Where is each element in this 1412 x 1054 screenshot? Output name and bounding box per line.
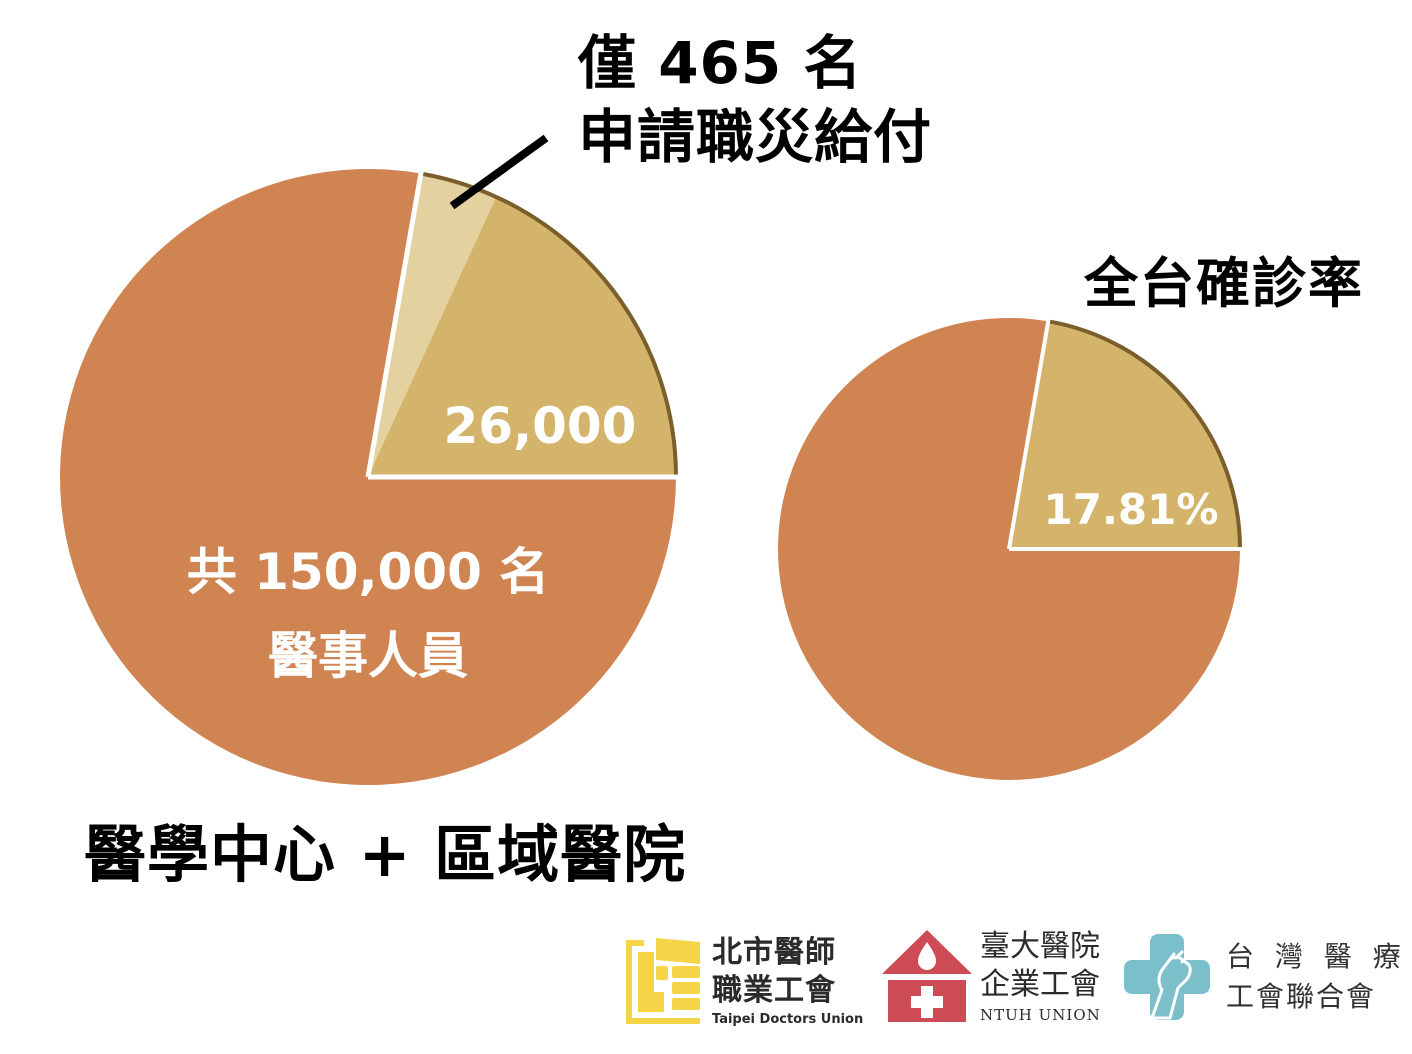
tdu-name-line2: 職業工會 xyxy=(712,973,836,1008)
callout-line2: 申請職災給付 xyxy=(578,103,933,171)
left-pie-sub-slice xyxy=(368,173,497,477)
right-pie-arc-outline xyxy=(1047,319,1242,550)
tmu-name-line2: 工會聯合會 xyxy=(1226,980,1377,1013)
callout-annotation: 僅 465 名 申請職災給付 xyxy=(578,26,932,174)
callout-line1: 僅 465 名 xyxy=(578,29,863,97)
left-total-label: 共 150,000 名 醫事人員 xyxy=(168,530,568,698)
right-pie xyxy=(777,317,1242,780)
left-chart-caption: 醫學中心 + 區域醫院 xyxy=(84,818,687,891)
ntuh-house-icon xyxy=(882,930,972,1022)
callout-leader-line xyxy=(449,134,549,210)
left-pie-arc-outline xyxy=(420,171,678,478)
ntuh-name-en: NTUH UNION xyxy=(980,1006,1101,1024)
tdu-name-line1: 北市醫師 xyxy=(712,935,836,970)
logo-taiwan-medical-union: 台 灣 醫 療 工會聯合會 xyxy=(1122,932,1407,1022)
right-pie-highlight-slice xyxy=(1009,321,1240,549)
tmu-name-line1: 台 灣 醫 療 xyxy=(1226,940,1407,973)
right-slice-label: 17.81% xyxy=(1043,485,1219,534)
left-slice-label: 26,000 xyxy=(443,397,637,455)
left-total-line2: 醫事人員 xyxy=(268,627,468,685)
left-pie xyxy=(60,169,678,786)
ntuh-name-line2: 企業工會 xyxy=(980,967,1100,1002)
tmu-cross-fist-icon xyxy=(1124,934,1210,1020)
left-total-line1: 共 150,000 名 xyxy=(186,543,550,601)
tdu-building-icon xyxy=(626,937,700,1024)
ntuh-name-line1: 臺大醫院 xyxy=(980,929,1100,964)
tdu-name-en: Taipei Doctors Union xyxy=(712,1012,864,1027)
logo-ntuh-union: 臺大醫院 企業工會 NTUH UNION xyxy=(880,928,1101,1024)
logo-taipei-doctors-union: 北市醫師 職業工會 Taipei Doctors Union xyxy=(626,934,863,1027)
right-chart-title: 全台確診率 xyxy=(1084,252,1364,315)
